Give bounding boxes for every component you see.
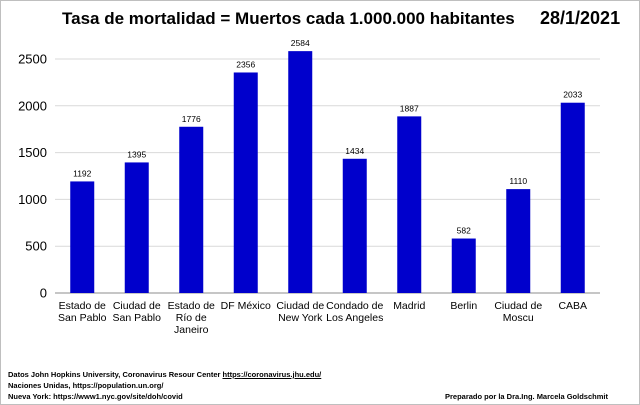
- data-label: 1776: [182, 114, 201, 124]
- x-tick-label: Ciudad de New York: [276, 300, 324, 324]
- bar: [70, 181, 95, 293]
- data-label: 2033: [563, 90, 582, 100]
- chart-title: Tasa de mortalidad = Muertos cada 1.000.…: [62, 9, 515, 28]
- x-tick-label: Ciudad de Moscu: [494, 300, 542, 324]
- x-tick-label: Madrid: [393, 300, 425, 312]
- data-label: 1110: [509, 176, 527, 186]
- y-axis-ticks: 0 500 1000 1500 2000 2500: [18, 52, 47, 301]
- data-label: 1192: [73, 168, 92, 178]
- x-tick-label: Ciudad de San Pablo: [113, 300, 162, 324]
- y-tick-label: 500: [25, 239, 47, 254]
- footer-source-2: Naciones Unidas, https://population.un.o…: [8, 381, 164, 390]
- bar: [506, 189, 531, 293]
- data-label: 582: [457, 226, 471, 236]
- data-labels: 1192 1395 1776 2356 2584 1434 1887 582 1110 2033: [73, 38, 582, 235]
- y-tick-label: 2500: [18, 52, 47, 67]
- x-tick-label: Estado de Río de Janeiro: [168, 300, 215, 336]
- y-tick-label: 2000: [18, 98, 47, 113]
- bars: [70, 51, 585, 294]
- x-tick-label: DF México: [221, 300, 271, 312]
- footer-source-1: Datos John Hopkins University, Coronavir…: [8, 370, 321, 379]
- x-tick-label: Berlin: [450, 300, 477, 312]
- data-label: 1434: [345, 146, 364, 156]
- bar: [451, 238, 476, 293]
- bar: [397, 116, 422, 293]
- bar: [179, 126, 204, 293]
- bar: [288, 51, 313, 293]
- x-tick-label: Estado de San Pablo: [58, 300, 107, 324]
- data-label: 2584: [291, 38, 310, 48]
- data-label: 1395: [127, 149, 146, 159]
- data-label: 1887: [400, 103, 419, 113]
- bar: [560, 102, 585, 293]
- x-tick-label: Condado de Los Angeles: [326, 300, 383, 324]
- footer-source-3: Nueva York: https://www1.nyc.gov/site/do…: [8, 392, 183, 401]
- y-tick-label: 1000: [18, 192, 47, 207]
- footer-source-1-text: Datos John Hopkins University, Coronavir…: [8, 370, 223, 379]
- bar: [124, 162, 149, 293]
- bar: [233, 72, 258, 294]
- x-tick-label: CABA: [558, 300, 587, 312]
- y-tick-label: 0: [40, 286, 47, 301]
- data-label: 2356: [236, 59, 255, 69]
- bar: [342, 158, 367, 293]
- footer-source-1-link[interactable]: https://coronavirus.jhu.edu/: [222, 370, 322, 379]
- footer-credit: Preparado por la Dra.Ing. Marcela Goldsc…: [445, 392, 608, 401]
- y-tick-label: 1500: [18, 145, 47, 160]
- chart-date: 28/1/2021: [540, 8, 621, 28]
